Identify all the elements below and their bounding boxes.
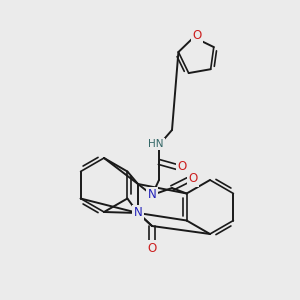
Text: O: O xyxy=(177,160,187,173)
Text: HN: HN xyxy=(148,139,164,149)
Text: O: O xyxy=(188,172,198,185)
Text: N: N xyxy=(134,206,142,220)
Text: O: O xyxy=(147,242,157,254)
Text: O: O xyxy=(192,29,201,42)
Text: N: N xyxy=(148,188,156,202)
